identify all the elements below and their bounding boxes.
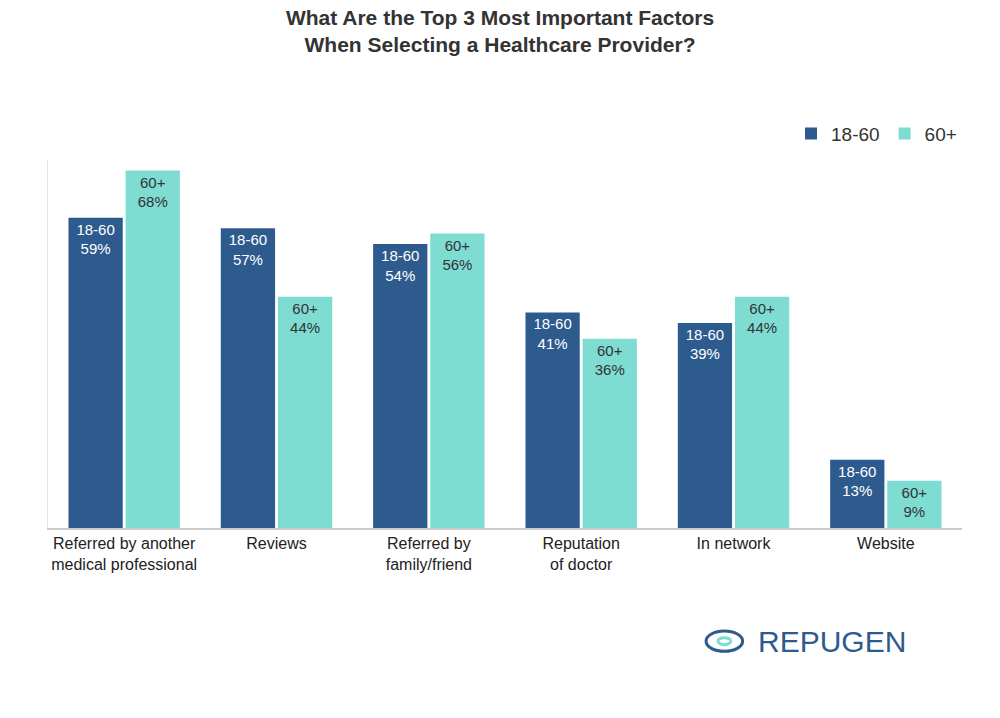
svg-text:60+9%: 60+9% — [902, 484, 928, 521]
svg-text:60+: 60+ — [925, 124, 957, 145]
svg-text:Reputationof doctor: Reputationof doctor — [542, 535, 619, 573]
svg-text:Website: Website — [857, 535, 915, 552]
svg-text:18-60: 18-60 — [831, 124, 880, 145]
svg-text:60+44%: 60+44% — [290, 300, 320, 337]
svg-text:REPUGEN: REPUGEN — [758, 625, 906, 658]
svg-text:18-6041%: 18-6041% — [533, 315, 571, 352]
svg-text:60+68%: 60+68% — [138, 174, 168, 211]
svg-text:Referred by anothermedical pro: Referred by anothermedical professional — [51, 535, 197, 573]
svg-text:60+44%: 60+44% — [747, 300, 777, 337]
svg-text:18-6013%: 18-6013% — [838, 463, 876, 500]
svg-text:60+56%: 60+56% — [442, 237, 472, 274]
svg-text:18-6059%: 18-6059% — [76, 221, 114, 258]
svg-text:60+36%: 60+36% — [595, 342, 625, 379]
svg-text:18-6039%: 18-6039% — [686, 326, 724, 363]
svg-text:18-6054%: 18-6054% — [381, 247, 419, 283]
svg-text:Reviews: Reviews — [246, 535, 306, 552]
svg-text:Referred byfamily/friend: Referred byfamily/friend — [386, 535, 472, 573]
svg-text:In network: In network — [697, 535, 772, 552]
svg-text:What Are the Top 3 Most Import: What Are the Top 3 Most Important Factor… — [286, 6, 714, 56]
svg-text:18-6057%: 18-6057% — [229, 231, 267, 268]
